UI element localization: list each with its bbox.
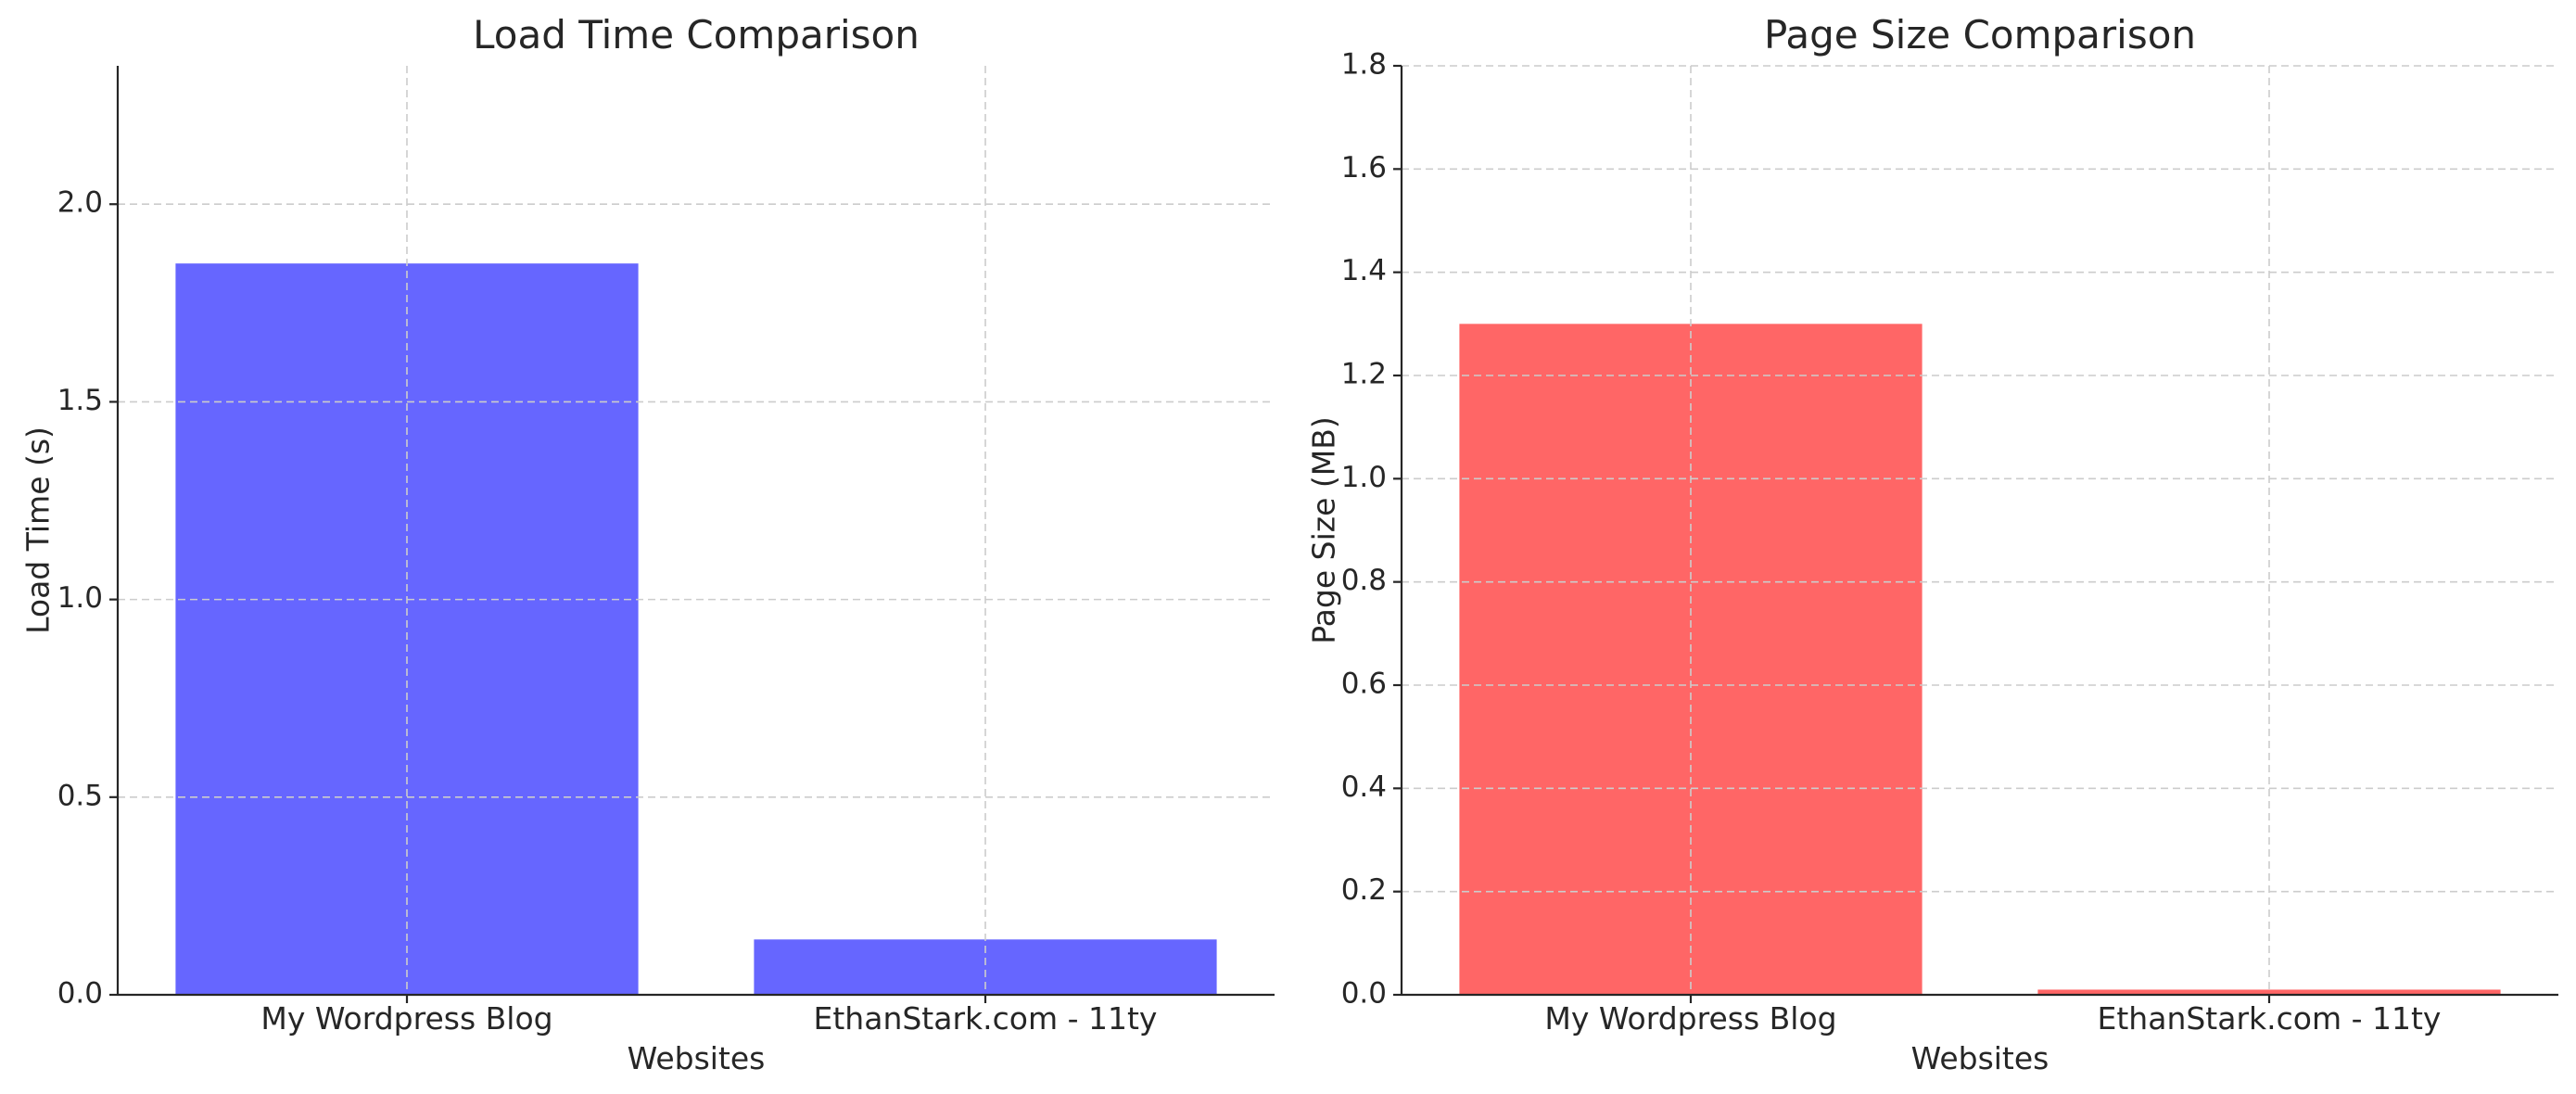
x-tick-label: My Wordpress Blog: [260, 1000, 552, 1037]
y-tick-label: 0.0: [57, 977, 103, 1011]
x-tick-label: My Wordpress Blog: [1544, 1000, 1836, 1037]
y-tick-label: 0.2: [1341, 873, 1387, 907]
y-axis-label: Load Time (s): [20, 426, 57, 634]
y-tick-label: 1.0: [57, 581, 103, 615]
bar: [2037, 989, 2501, 995]
chart-page-size: Page Size Comparison Page Size (MB) Webs…: [1306, 12, 2558, 1076]
y-tick-label: 0.5: [57, 779, 103, 812]
bars: [175, 263, 1217, 995]
chart-title: Load Time Comparison: [473, 12, 920, 57]
y-tick-label: 1.2: [1341, 358, 1387, 391]
grid: [118, 66, 1275, 995]
y-tick-label: 1.5: [57, 384, 103, 417]
y-tick-label: 0.4: [1341, 770, 1387, 804]
y-tick-label: 1.8: [1341, 48, 1387, 82]
x-tick-label: EthanStark.com - 11ty: [814, 1000, 1158, 1037]
y-axis-label: Page Size (MB): [1306, 416, 1342, 643]
grid: [1402, 65, 2558, 995]
chart-load-time: Load Time Comparison Load Time (s) Websi…: [20, 12, 1275, 1076]
y-tick-label: 0.0: [1341, 977, 1387, 1011]
chart-title: Page Size Comparison: [1764, 12, 2196, 57]
y-tick-label: 0.6: [1341, 668, 1387, 701]
bars: [1459, 324, 2501, 995]
y-tick-label: 0.8: [1341, 564, 1387, 597]
x-axis-label: Websites: [628, 1040, 766, 1076]
y-ticks: 0.0 0.5 1.0 1.5 2.0: [57, 186, 118, 1011]
y-ticks: 0.0 0.2 0.4 0.6 0.8 1.0 1.2 1.4 1.6 1.8: [1341, 48, 1402, 1011]
x-axis-label: Websites: [1911, 1040, 2049, 1076]
x-ticks: My Wordpress Blog EthanStark.com - 11ty: [260, 995, 1157, 1037]
y-tick-label: 1.6: [1341, 151, 1387, 184]
x-ticks: My Wordpress Blog EthanStark.com - 11ty: [1544, 995, 2441, 1037]
y-tick-label: 1.4: [1341, 254, 1387, 287]
x-tick-label: EthanStark.com - 11ty: [2098, 1000, 2442, 1037]
y-tick-label: 2.0: [57, 186, 103, 220]
y-tick-label: 1.0: [1341, 461, 1387, 494]
